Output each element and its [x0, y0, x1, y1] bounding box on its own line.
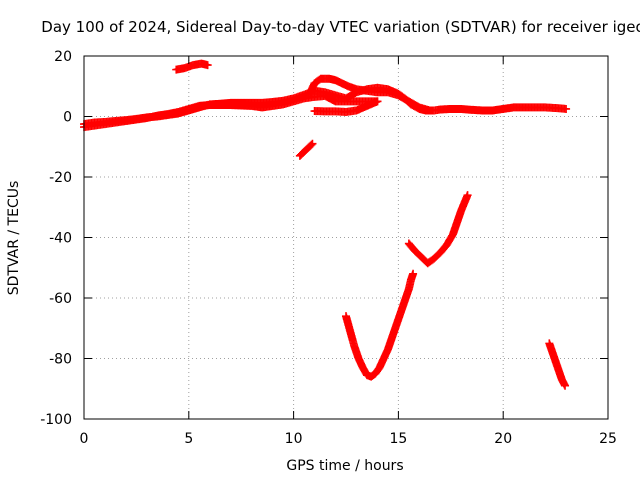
- axis-ticks: 0 5 10 15 20 25 -100 -80 -60 -40 -20 0 20: [40, 49, 617, 447]
- x-tick-label: 5: [184, 431, 193, 447]
- x-tick-label: 25: [599, 431, 617, 447]
- series-dip-segment: [295, 139, 317, 160]
- chart-title: Day 100 of 2024, Sidereal Day-to-day VTE…: [41, 18, 640, 36]
- data-point: [307, 140, 316, 149]
- data-point: [409, 269, 418, 278]
- y-tick-label: 0: [63, 110, 72, 126]
- y-tick-label: -80: [49, 352, 72, 368]
- series-v-shape: [342, 269, 418, 381]
- data-point: [425, 106, 434, 115]
- grid-lines: [84, 56, 608, 419]
- x-tick-label: 10: [285, 431, 303, 447]
- y-tick-label: 20: [54, 49, 72, 65]
- y-tick-label: -100: [40, 412, 72, 428]
- y-tick-label: -40: [49, 231, 72, 247]
- y-tick-label: -20: [49, 170, 72, 186]
- series-mid-branch: [306, 74, 434, 115]
- y-tick-label: -60: [49, 291, 72, 307]
- data-point: [308, 139, 317, 148]
- y-axis-label: SDTVAR / TECUs: [6, 181, 22, 296]
- data-point: [561, 381, 570, 390]
- series-high-segment: [172, 59, 212, 74]
- series-rising-arc: [404, 191, 472, 268]
- x-tick-label: 20: [494, 431, 512, 447]
- data-point: [562, 104, 571, 113]
- data-point: [373, 97, 382, 106]
- data-points: [80, 59, 571, 390]
- series-late-descent: [545, 339, 570, 390]
- series-short-arc: [310, 97, 382, 116]
- series-baseline: [80, 83, 571, 129]
- x-tick-label: 15: [389, 431, 407, 447]
- x-axis-label: GPS time / hours: [286, 458, 403, 474]
- x-tick-label: 0: [80, 431, 89, 447]
- data-point: [463, 191, 472, 200]
- data-point: [203, 61, 212, 70]
